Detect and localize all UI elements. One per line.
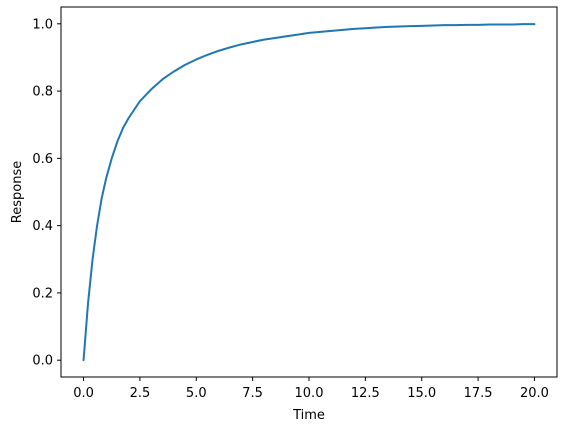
response-line bbox=[82, 23, 536, 362]
x-tick-label: 12.5 bbox=[351, 386, 380, 401]
y-tick-label: 0.8 bbox=[32, 85, 53, 100]
y-tick-label: 0.4 bbox=[32, 219, 53, 234]
x-tick-label: 17.5 bbox=[464, 386, 493, 401]
x-axis-ticks: 0.0 2.5 5.0 7.5 10.0 12.5 15.0 17.5 20.0 bbox=[73, 377, 549, 401]
x-tick-label: 2.5 bbox=[130, 386, 151, 401]
x-tick-label: 15.0 bbox=[407, 386, 436, 401]
y-axis-label: Response bbox=[10, 161, 25, 223]
y-axis-ticks: 0.0 0.2 0.4 0.6 0.8 1.0 bbox=[32, 17, 61, 369]
y-tick-label: 0.0 bbox=[32, 354, 53, 369]
x-tick-label: 10.0 bbox=[295, 386, 324, 401]
y-tick-label: 1.0 bbox=[32, 17, 53, 32]
x-axis-label: Time bbox=[292, 408, 325, 423]
series-layer bbox=[82, 23, 536, 362]
y-tick-label: 0.2 bbox=[32, 286, 53, 301]
y-tick-label: 0.6 bbox=[32, 152, 53, 167]
x-tick-label: 20.0 bbox=[520, 386, 549, 401]
x-tick-label: 0.0 bbox=[73, 386, 94, 401]
x-tick-label: 5.0 bbox=[186, 386, 207, 401]
plot-frame bbox=[60, 6, 558, 378]
x-tick-label: 7.5 bbox=[242, 386, 263, 401]
